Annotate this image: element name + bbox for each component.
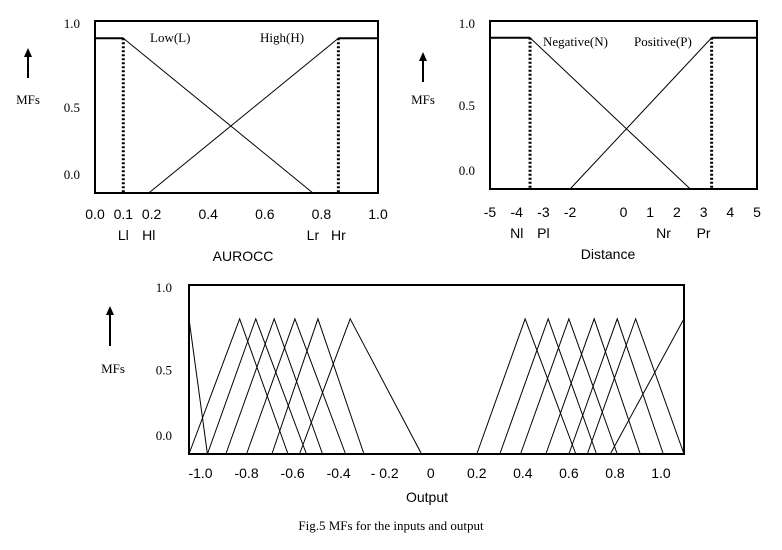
mf-line bbox=[95, 37, 314, 194]
mf-line bbox=[569, 37, 757, 190]
mf-triangle bbox=[520, 317, 618, 455]
x-tick-label: 5 bbox=[753, 204, 761, 220]
mf-line bbox=[490, 37, 691, 190]
chart-distance: 0.0 0.5 1.0 MFs -5 -4 -3 -2 0 1 2 3 4 5 Distance Nl Pl Nr… bbox=[411, 16, 761, 262]
y-axis-label: MFs bbox=[411, 92, 435, 107]
marker-label: Pl bbox=[537, 225, 549, 241]
mf-triangle bbox=[476, 317, 577, 455]
x-tick-label: -1.0 bbox=[188, 465, 212, 481]
x-tick-label: 1 bbox=[646, 204, 654, 220]
up-arrow-icon bbox=[106, 306, 114, 315]
mf-triangle bbox=[188, 317, 289, 455]
x-tick-label: 0.0 bbox=[85, 206, 105, 222]
x-axis-label: AUROCC bbox=[213, 248, 274, 264]
mf-line bbox=[148, 37, 378, 194]
x-tick-label: -4 bbox=[510, 204, 523, 220]
x-tick-label: 0 bbox=[620, 204, 628, 220]
mf-triangle bbox=[246, 317, 347, 455]
x-tick-label: -3 bbox=[537, 204, 550, 220]
y-axis-label: MFs bbox=[101, 361, 125, 376]
x-tick-label: -0.6 bbox=[281, 465, 305, 481]
y-tick-label: 0.5 bbox=[64, 100, 80, 115]
x-tick-label: 0.6 bbox=[559, 465, 579, 481]
chart-aurocc: 0.0 0.5 1.0 MFs 0.0 0.1 0.2 0.4 0.6 0.8 1.0 AUROCC L… bbox=[16, 16, 388, 264]
x-tick-label: 0.8 bbox=[312, 206, 332, 222]
plot-frame bbox=[188, 284, 685, 455]
y-tick-label: 0.0 bbox=[156, 428, 172, 443]
x-axis-label: Output bbox=[406, 489, 448, 505]
figure-caption: Fig.5 MFs for the inputs and output bbox=[298, 518, 484, 533]
chart-output: 0.0 0.5 1.0 MFs -1.0 -0.8 -0.6 -0.4 - 0.2 0 0.2 0.4… bbox=[101, 280, 685, 505]
mf-triangle bbox=[568, 317, 664, 455]
mf-triangle bbox=[586, 317, 685, 455]
marker-label: Ll bbox=[118, 227, 129, 243]
x-tick-label: 0.6 bbox=[255, 206, 275, 222]
mf-triangle bbox=[271, 317, 365, 455]
y-tick-label: 0.0 bbox=[64, 167, 80, 182]
x-tick-label: -0.8 bbox=[234, 465, 258, 481]
x-tick-label: 3 bbox=[700, 204, 708, 220]
y-tick-label: 1.0 bbox=[64, 16, 80, 31]
x-tick-label: 0 bbox=[427, 465, 435, 481]
marker-label: Lr bbox=[307, 227, 320, 243]
y-tick-label: 1.0 bbox=[459, 16, 475, 31]
mf-triangle bbox=[609, 318, 685, 455]
x-tick-label: 0.1 bbox=[114, 206, 134, 222]
x-tick-label: 1.0 bbox=[651, 465, 671, 481]
marker-label: Hl bbox=[142, 227, 155, 243]
x-tick-label: 0.8 bbox=[605, 465, 625, 481]
series-label: Positive(P) bbox=[634, 34, 692, 49]
series-label: Negative(N) bbox=[543, 34, 608, 49]
mf-triangle bbox=[188, 318, 208, 455]
up-arrow-icon bbox=[419, 52, 427, 61]
up-arrow-icon bbox=[24, 48, 32, 57]
mf-triangle bbox=[206, 317, 307, 455]
mf-triangle bbox=[545, 317, 641, 455]
mf-triangle bbox=[299, 317, 422, 455]
mf-triangle bbox=[499, 317, 597, 455]
marker-label: Hr bbox=[331, 227, 346, 243]
x-tick-label: 0.2 bbox=[467, 465, 487, 481]
x-tick-label: -5 bbox=[484, 204, 497, 220]
x-tick-label: 4 bbox=[726, 204, 734, 220]
x-axis-label: Distance bbox=[581, 246, 636, 262]
plot-frame bbox=[94, 20, 379, 194]
y-tick-label: 0.5 bbox=[459, 98, 475, 113]
y-axis-label: MFs bbox=[16, 92, 40, 107]
x-tick-label: 0.4 bbox=[513, 465, 533, 481]
mf-triangle bbox=[225, 317, 324, 455]
y-tick-label: 0.5 bbox=[156, 363, 172, 378]
x-tick-label: 2 bbox=[673, 204, 681, 220]
series-label: Low(L) bbox=[150, 30, 190, 45]
marker-label: Nl bbox=[510, 225, 523, 241]
x-tick-label: -0.4 bbox=[327, 465, 351, 481]
marker-label: Pr bbox=[697, 225, 711, 241]
marker-label: Nr bbox=[656, 225, 671, 241]
y-tick-label: 1.0 bbox=[156, 280, 172, 295]
x-tick-label: 0.4 bbox=[198, 206, 218, 222]
x-tick-label: 0.2 bbox=[142, 206, 162, 222]
x-tick-label: - 0.2 bbox=[371, 465, 399, 481]
x-tick-label: 1.0 bbox=[368, 206, 388, 222]
series-label: High(H) bbox=[260, 30, 304, 45]
plot-frame bbox=[489, 20, 758, 190]
x-tick-label: -2 bbox=[564, 204, 577, 220]
y-tick-label: 0.0 bbox=[459, 163, 475, 178]
